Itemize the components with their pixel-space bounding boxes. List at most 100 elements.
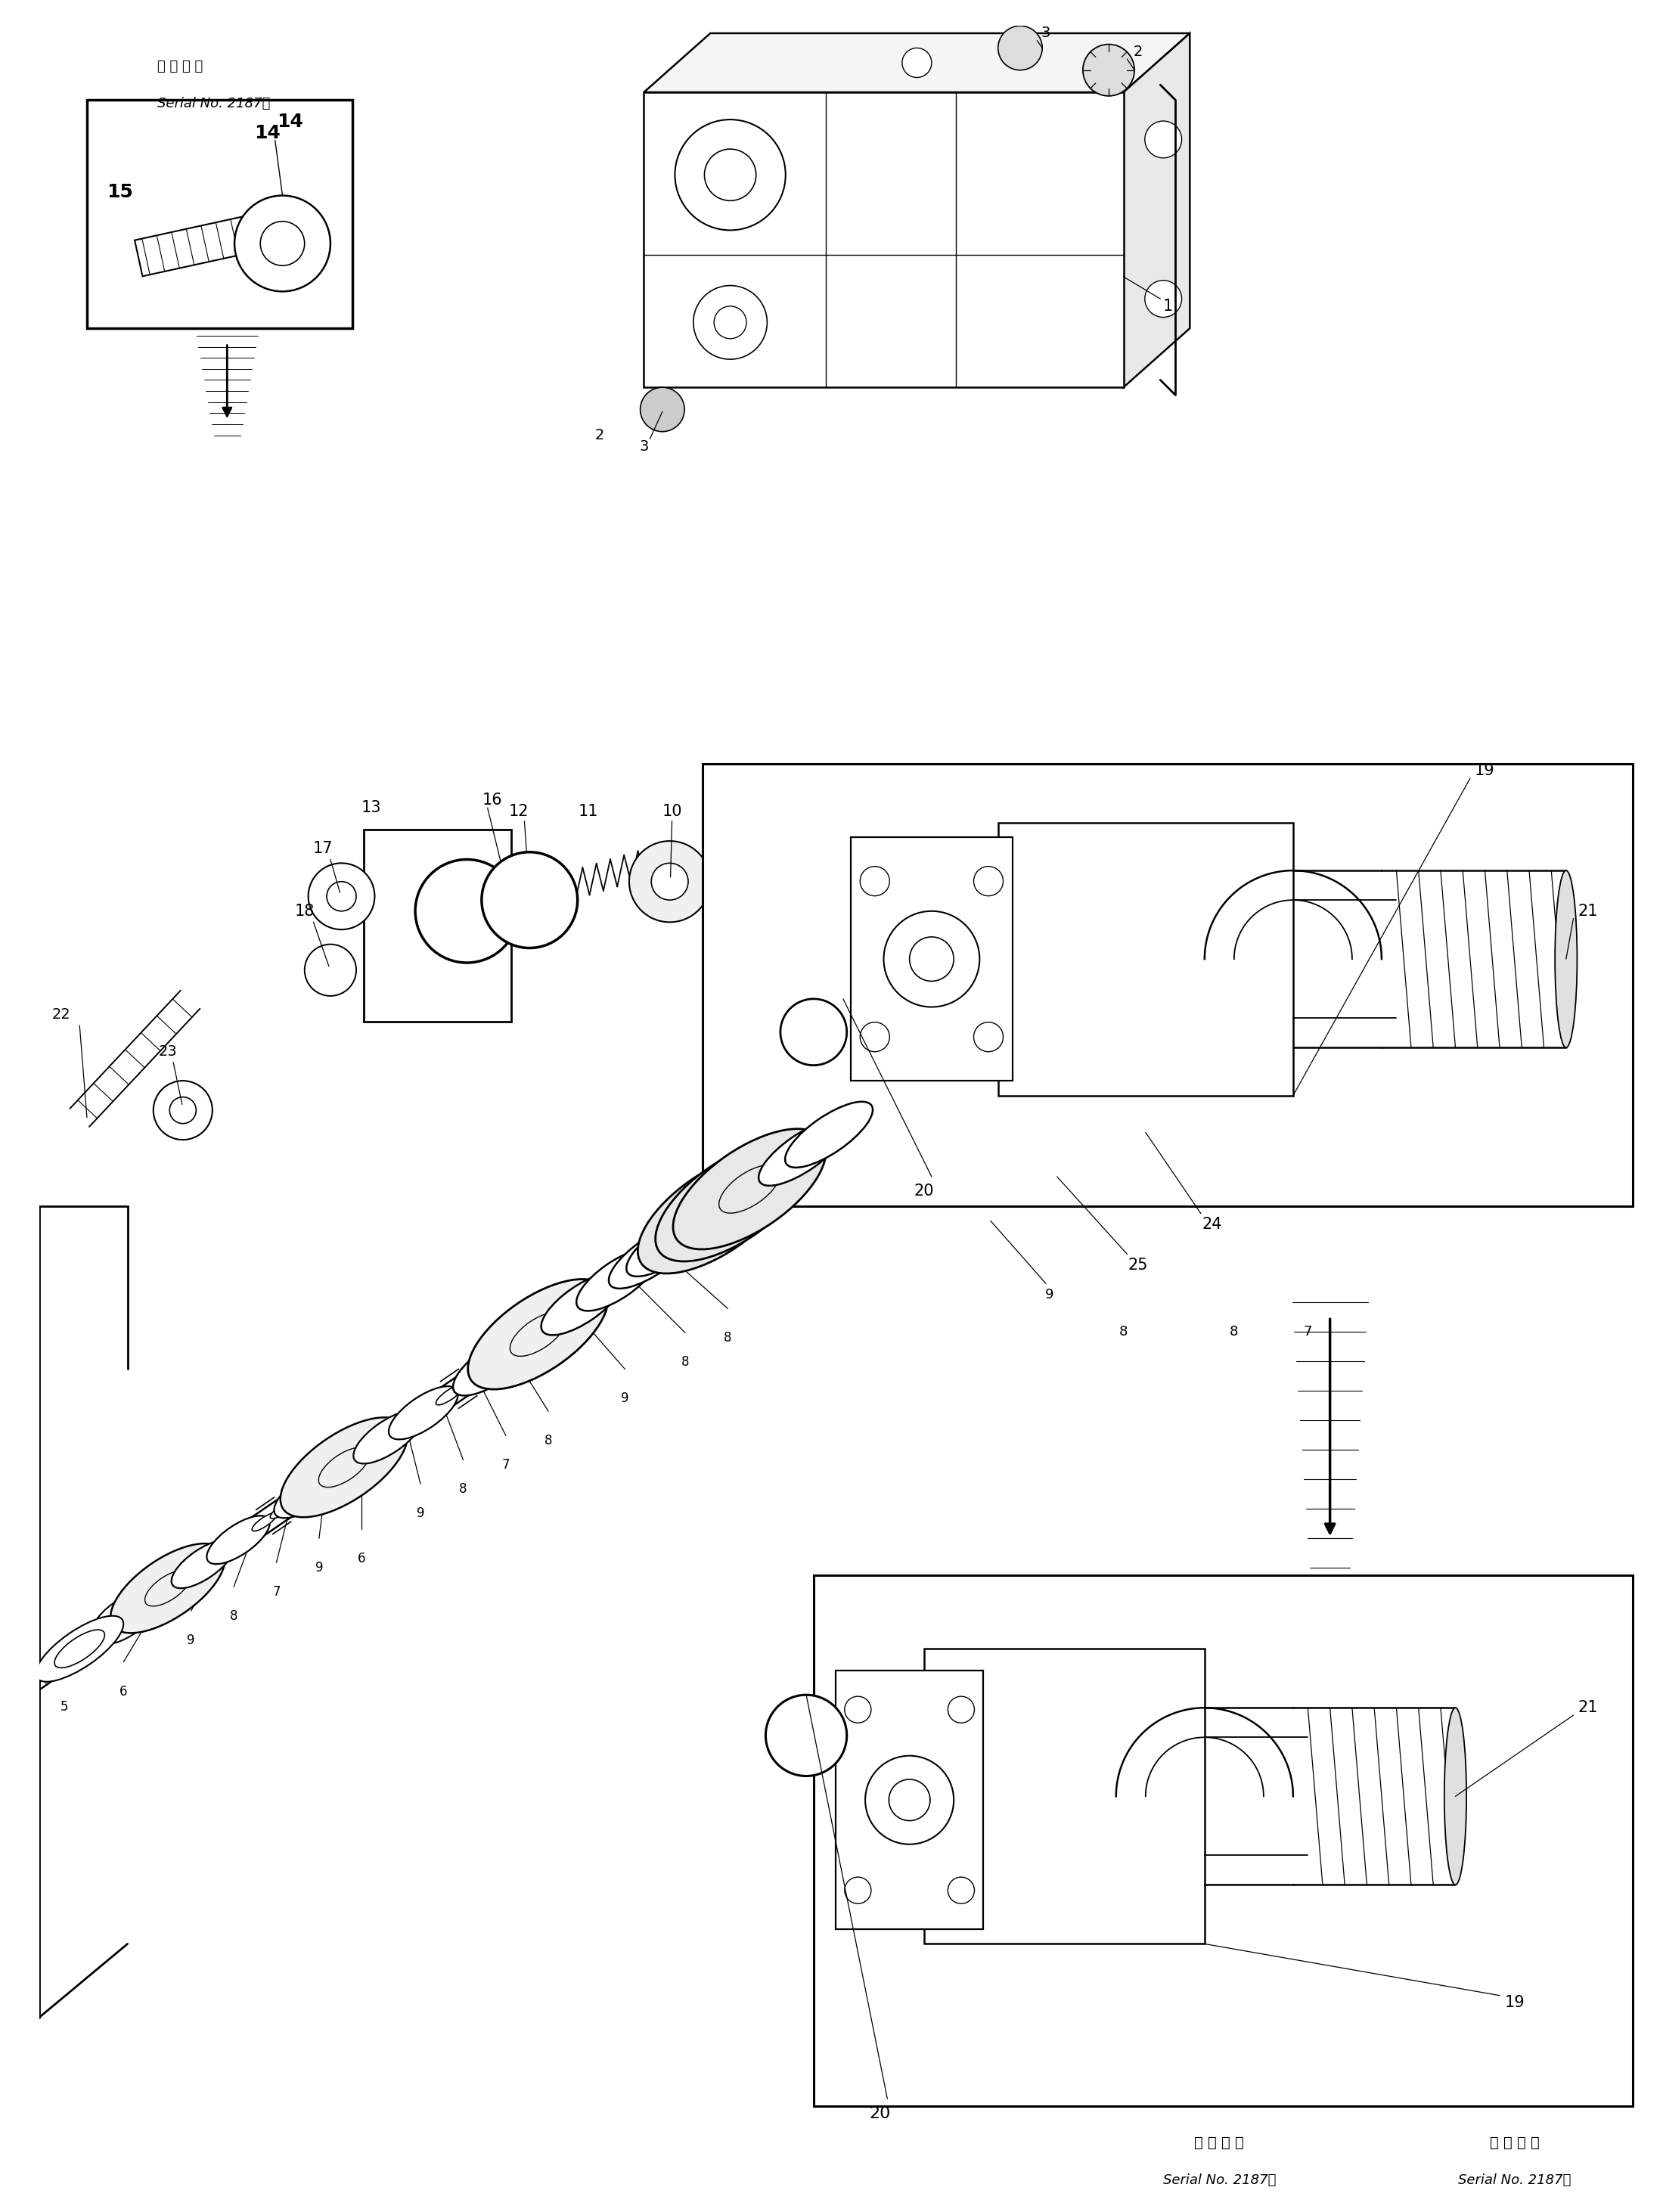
Ellipse shape [452, 1334, 535, 1396]
Text: 11: 11 [579, 803, 599, 818]
Text: 7: 7 [1304, 1325, 1312, 1338]
Ellipse shape [785, 1102, 873, 1168]
Polygon shape [1124, 33, 1189, 387]
Text: 2: 2 [595, 429, 604, 442]
Circle shape [998, 27, 1043, 71]
Circle shape [652, 863, 688, 900]
Text: Serial No. 2187～: Serial No. 2187～ [1162, 2172, 1276, 2188]
Text: 8: 8 [682, 1356, 688, 1369]
Text: 18: 18 [294, 902, 314, 918]
Ellipse shape [609, 1223, 697, 1290]
Text: 10: 10 [662, 803, 682, 818]
Circle shape [860, 867, 890, 896]
Text: 22: 22 [52, 1006, 70, 1022]
Ellipse shape [145, 1571, 191, 1606]
Text: 19: 19 [1505, 1995, 1525, 2011]
Text: 6: 6 [358, 1551, 366, 1566]
Circle shape [1083, 44, 1134, 95]
Ellipse shape [416, 860, 519, 962]
Text: 21: 21 [1578, 1701, 1598, 1714]
Ellipse shape [1555, 872, 1577, 1048]
Text: 5: 5 [60, 1701, 68, 1714]
Ellipse shape [683, 1190, 745, 1237]
Text: Serial No. 2187～: Serial No. 2187～ [1458, 2172, 1572, 2188]
Text: 24: 24 [1202, 1217, 1222, 1232]
Circle shape [693, 285, 767, 358]
Text: 8: 8 [459, 1482, 467, 1495]
Text: 9: 9 [416, 1506, 424, 1520]
Bar [86, 100, 353, 327]
Text: 2: 2 [1134, 44, 1142, 60]
Bar [703, 763, 1633, 1206]
Text: 3: 3 [1041, 27, 1051, 40]
Text: 適 用 号 機: 適 用 号 機 [1194, 2137, 1244, 2150]
Circle shape [326, 883, 356, 911]
Circle shape [234, 195, 331, 292]
Ellipse shape [718, 1166, 780, 1212]
Circle shape [629, 841, 710, 922]
Circle shape [170, 1097, 196, 1124]
Circle shape [713, 305, 747, 338]
Ellipse shape [354, 1411, 422, 1464]
Circle shape [948, 1878, 975, 1905]
Ellipse shape [436, 1385, 464, 1405]
Text: 13: 13 [361, 801, 381, 816]
Text: 25: 25 [1128, 1259, 1147, 1272]
Circle shape [1144, 122, 1182, 157]
Ellipse shape [55, 1630, 105, 1668]
Text: 19: 19 [1475, 763, 1495, 779]
Text: 6: 6 [120, 1686, 128, 1699]
Text: 8: 8 [544, 1433, 552, 1447]
Text: 9: 9 [620, 1391, 629, 1405]
Ellipse shape [758, 1119, 846, 1186]
Text: 16: 16 [482, 792, 502, 807]
Polygon shape [644, 33, 1189, 93]
Text: 9: 9 [188, 1635, 195, 1648]
Ellipse shape [655, 1141, 808, 1261]
Text: 21: 21 [1578, 902, 1598, 918]
Bar [998, 823, 1294, 1095]
Ellipse shape [467, 1279, 609, 1389]
Ellipse shape [319, 1447, 369, 1486]
Ellipse shape [206, 1515, 269, 1564]
Text: 7: 7 [273, 1586, 281, 1599]
Bar [364, 830, 511, 1022]
Text: 8: 8 [229, 1610, 238, 1624]
Text: 20: 20 [870, 2106, 891, 2121]
Ellipse shape [627, 1210, 713, 1276]
Text: 17: 17 [313, 841, 333, 856]
Text: 9: 9 [314, 1562, 323, 1575]
Text: 20: 20 [915, 1183, 935, 1199]
Ellipse shape [454, 1371, 481, 1391]
Text: 15: 15 [106, 184, 133, 201]
Ellipse shape [482, 852, 577, 949]
Text: 9: 9 [1046, 1287, 1054, 1301]
Bar [644, 93, 1124, 387]
Ellipse shape [110, 1544, 225, 1632]
Ellipse shape [639, 1152, 792, 1274]
Ellipse shape [269, 1500, 294, 1520]
Text: 8: 8 [1119, 1325, 1128, 1338]
Text: 3: 3 [639, 440, 649, 453]
Circle shape [901, 49, 931, 77]
Circle shape [261, 221, 304, 265]
Text: 23: 23 [158, 1044, 178, 1057]
Circle shape [780, 1000, 846, 1066]
Bar [813, 1575, 1633, 2106]
Circle shape [888, 1778, 930, 1820]
Text: 適 用 号 機: 適 用 号 機 [156, 60, 203, 73]
Ellipse shape [35, 1615, 123, 1681]
Ellipse shape [91, 1593, 156, 1644]
Ellipse shape [1445, 1708, 1467, 1885]
Circle shape [883, 911, 980, 1006]
Circle shape [675, 119, 785, 230]
Ellipse shape [253, 1513, 276, 1531]
Bar [850, 838, 1013, 1082]
Text: 12: 12 [509, 803, 529, 818]
Circle shape [705, 148, 757, 201]
Ellipse shape [577, 1250, 659, 1312]
Ellipse shape [281, 1418, 407, 1517]
Circle shape [973, 1022, 1003, 1051]
Ellipse shape [511, 1312, 565, 1356]
Ellipse shape [274, 1464, 344, 1517]
